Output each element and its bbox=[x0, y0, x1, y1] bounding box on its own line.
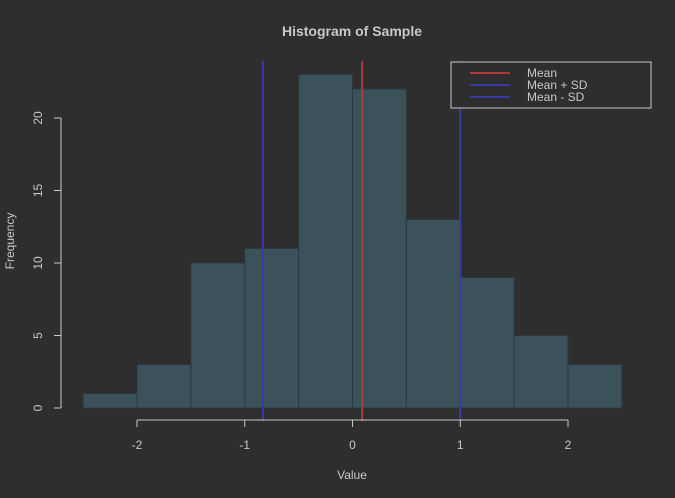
x-tick-label: 1 bbox=[457, 438, 464, 452]
x-tick-label: -2 bbox=[132, 438, 143, 452]
chart-title: Histogram of Sample bbox=[282, 23, 422, 39]
x-tick-label: -1 bbox=[239, 438, 250, 452]
y-tick-label: 10 bbox=[31, 256, 45, 270]
histogram-bar bbox=[298, 74, 353, 409]
y-tick-label: 0 bbox=[31, 404, 45, 411]
histogram-bar bbox=[405, 219, 461, 409]
histogram-bar bbox=[136, 364, 192, 409]
reference-lines-group bbox=[262, 61, 462, 421]
legend-label: Mean - SD bbox=[527, 90, 585, 104]
bars-group bbox=[82, 74, 623, 409]
histogram-bar bbox=[190, 262, 246, 409]
x-axis: -2 -1 0 1 2 bbox=[132, 419, 572, 452]
y-axis: 0 5 10 15 20 bbox=[31, 111, 62, 411]
legend-label: Mean bbox=[527, 66, 557, 80]
histogram-bar bbox=[352, 88, 407, 409]
y-tick-label: 15 bbox=[31, 184, 45, 198]
legend-label: Mean + SD bbox=[527, 78, 588, 92]
histogram-bar bbox=[244, 248, 300, 409]
histogram-bar bbox=[567, 364, 623, 409]
histogram-bar bbox=[82, 393, 138, 409]
y-tick-label: 20 bbox=[31, 111, 45, 125]
y-axis-label: Frequency bbox=[3, 213, 17, 270]
x-tick-label: 0 bbox=[349, 438, 356, 452]
histogram-bar bbox=[513, 335, 569, 409]
y-tick-label: 5 bbox=[31, 332, 45, 339]
x-axis-label: Value bbox=[337, 468, 367, 482]
histogram-bar bbox=[459, 277, 515, 409]
x-tick-label: 2 bbox=[565, 438, 572, 452]
